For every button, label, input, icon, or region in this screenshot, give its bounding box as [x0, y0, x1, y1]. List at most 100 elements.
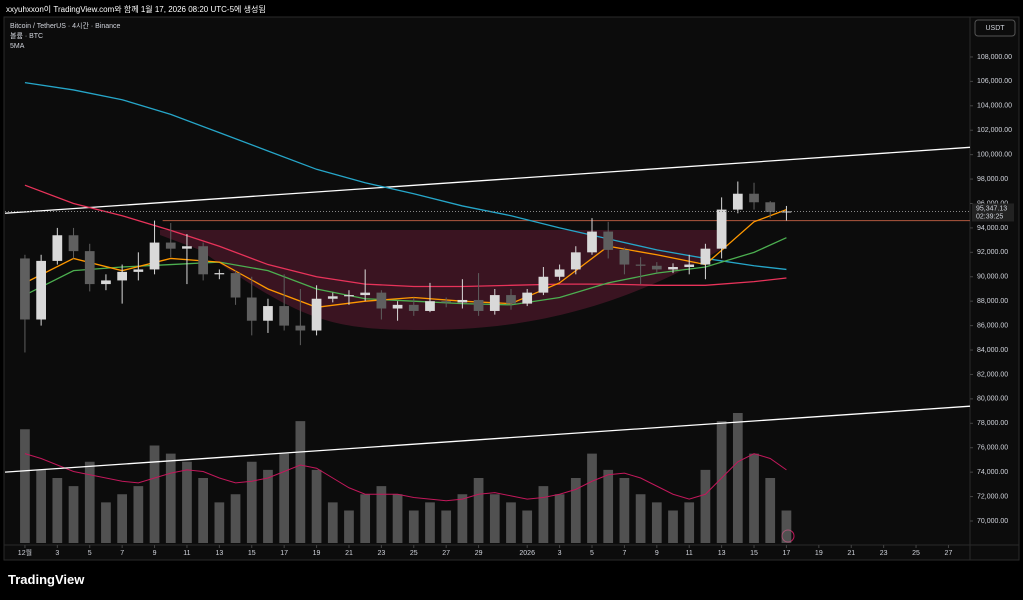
- candle-body: [587, 231, 597, 253]
- candle-body: [651, 265, 662, 270]
- currency-label: USDT: [985, 25, 1005, 32]
- volume-bar: [149, 445, 160, 543]
- chart: USDT Bitcoin / TetherUS · 4시간 · Binance볼…: [3, 16, 1020, 561]
- volume-ma: [24, 453, 787, 502]
- y-tick-label: 102,000.00: [977, 127, 1012, 134]
- x-tick-label: 13: [718, 550, 726, 557]
- y-tick-label: 82,000.00: [977, 371, 1008, 378]
- volume-bar: [101, 502, 111, 543]
- candle-body: [20, 258, 30, 320]
- y-tick-label: 80,000.00: [977, 396, 1008, 403]
- volume-bar: [68, 486, 79, 543]
- x-tick-label: 25: [912, 550, 920, 557]
- currency-button[interactable]: [974, 19, 1016, 37]
- volume-bar: [295, 421, 306, 543]
- x-tick-label: 15: [750, 550, 758, 557]
- candle-body: [246, 297, 257, 321]
- x-tick-label: 15: [248, 550, 256, 557]
- volume-bar: [700, 469, 711, 543]
- candle-body: [230, 273, 241, 298]
- y-tick-label: 98,000.00: [977, 176, 1008, 183]
- candle-body: [408, 304, 419, 311]
- volume-bar: [603, 469, 614, 543]
- x-tick-label: 13: [215, 550, 223, 557]
- x-tick-label: 27: [442, 550, 450, 557]
- candle-body: [635, 264, 646, 266]
- volume-bar: [651, 502, 662, 543]
- x-tick-label: 9: [655, 550, 659, 557]
- volume-bar: [360, 494, 371, 543]
- candle-body: [506, 295, 516, 304]
- candle-body: [489, 295, 500, 311]
- candle-body: [684, 264, 695, 267]
- moving-average: [24, 81, 787, 271]
- volume-bar: [619, 478, 630, 543]
- candle-body: [765, 202, 776, 213]
- candle-body: [554, 269, 565, 277]
- x-tick-label: 23: [880, 550, 888, 557]
- volume-bar: [133, 486, 144, 543]
- y-tick-label: 88,000.00: [977, 298, 1008, 305]
- candle-body: [473, 299, 484, 311]
- y-tick-label: 94,000.00: [977, 225, 1008, 232]
- candle-body: [182, 246, 192, 249]
- volume-bar: [668, 510, 678, 543]
- candle-body: [327, 296, 338, 299]
- volume-bar: [52, 478, 63, 543]
- candle-body: [344, 295, 354, 297]
- last-price-tag: [972, 203, 1014, 222]
- candle-body: [68, 235, 79, 252]
- volume-bar: [214, 502, 225, 543]
- candle-body: [716, 209, 727, 249]
- x-tick-label: 29: [475, 550, 483, 557]
- x-tick-label: 5: [88, 550, 92, 557]
- volume-bar: [684, 502, 695, 543]
- x-tick-label: 12월: [18, 548, 32, 557]
- volume-bar: [425, 502, 435, 543]
- volume-bar: [587, 453, 597, 543]
- volume-bar: [182, 461, 192, 543]
- legend-line: 볼륨 · BTC: [10, 31, 43, 40]
- candle-body: [52, 235, 63, 261]
- candle-body: [619, 249, 630, 265]
- x-tick-label: 21: [345, 550, 353, 557]
- volume-bar: [749, 453, 759, 543]
- volume-bar: [20, 429, 30, 543]
- volume-bar: [781, 510, 792, 543]
- volume-bar: [538, 486, 549, 543]
- y-tick-label: 92,000.00: [977, 249, 1008, 256]
- candle-body: [457, 299, 468, 303]
- volume-bar: [732, 413, 743, 543]
- x-tick-label: 11: [686, 550, 693, 557]
- y-tick-label: 106,000.00: [977, 78, 1012, 85]
- candle-body: [117, 271, 128, 281]
- candle-body: [425, 301, 435, 311]
- volume-bar: [165, 453, 176, 543]
- volume-bar: [84, 461, 95, 543]
- volume-bar: [457, 494, 468, 543]
- candle-body: [522, 292, 533, 304]
- trend-line: [4, 405, 971, 473]
- y-tick-label: 70,000.00: [977, 518, 1008, 525]
- legend-line: 5MA: [10, 43, 25, 50]
- x-tick-label: 21: [847, 550, 855, 557]
- volume-bar: [279, 453, 290, 543]
- y-tick-label: 86,000.00: [977, 322, 1008, 329]
- candle-body: [198, 246, 209, 275]
- logo: TradingView: [8, 572, 85, 587]
- x-tick-label: 7: [120, 550, 124, 557]
- candle-body: [749, 193, 759, 203]
- volume-bar: [765, 478, 776, 543]
- x-tick-label: 3: [55, 550, 59, 557]
- volume-bar: [716, 421, 727, 543]
- volume-bar: [344, 510, 354, 543]
- x-tick-label: 2026: [519, 550, 535, 557]
- volume-bar: [408, 510, 419, 543]
- candle-body: [732, 193, 743, 210]
- volume-bar: [230, 494, 241, 543]
- x-tick-label: 7: [622, 550, 626, 557]
- candle-body: [392, 304, 403, 309]
- volume-bar: [311, 469, 322, 543]
- candle-body: [36, 260, 46, 320]
- y-tick-label: 104,000.00: [977, 103, 1012, 110]
